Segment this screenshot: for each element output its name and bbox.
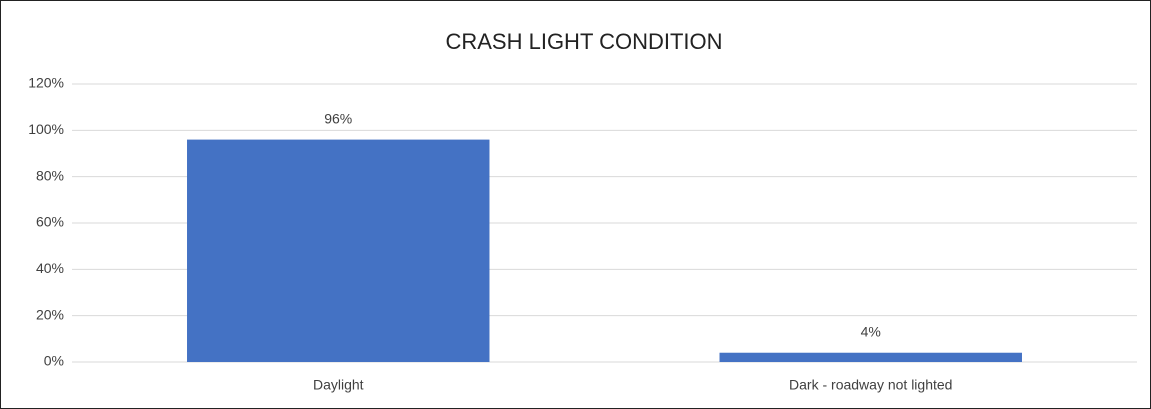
- y-tick-label: 0%: [44, 353, 64, 369]
- y-tick-label: 120%: [28, 75, 64, 91]
- x-tick-label: Dark - roadway not lighted: [789, 377, 952, 393]
- y-tick-label: 20%: [36, 306, 64, 322]
- y-tick-label: 100%: [28, 121, 64, 137]
- bar: [187, 139, 490, 362]
- x-tick-label: Daylight: [313, 377, 364, 393]
- y-tick-label: 80%: [36, 167, 64, 183]
- data-label: 96%: [324, 110, 352, 126]
- bar: [719, 352, 1022, 362]
- y-tick-label: 40%: [36, 260, 64, 276]
- y-tick-label: 60%: [36, 214, 64, 230]
- chart-title: CRASH LIGHT CONDITION: [445, 29, 722, 54]
- data-label: 4%: [861, 323, 881, 339]
